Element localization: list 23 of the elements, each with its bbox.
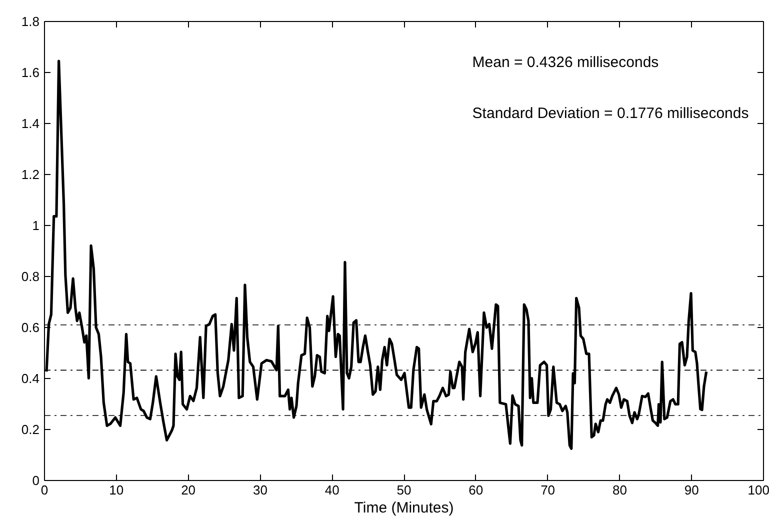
x-tick-label: 90: [684, 482, 699, 498]
annotation: Mean = 0.4326 milliseconds: [472, 54, 659, 71]
y-tick-label: 1.8: [21, 14, 40, 29]
y-tick-label: 0.8: [21, 269, 40, 284]
x-tick-label: 50: [396, 482, 412, 498]
x-tick-label: 100: [748, 482, 769, 498]
x-tick-label: 20: [181, 482, 196, 498]
y-tick-label: 0.4: [21, 371, 40, 386]
y-tick-label: 0: [32, 473, 40, 488]
x-tick-label: 80: [612, 482, 627, 498]
x-axis-title: Time (Minutes): [354, 500, 454, 516]
y-tick-label: 1: [32, 218, 40, 233]
x-tick-label: 40: [324, 482, 340, 498]
y-tick-label: 1.2: [21, 167, 40, 182]
x-tick-label: 30: [252, 482, 268, 498]
x-tick-label: 70: [540, 482, 556, 498]
y-tick-label: 1.6: [21, 65, 40, 80]
y-tick-label: 0.2: [21, 422, 40, 437]
y-tick-label: 1.4: [21, 116, 40, 131]
annotation: Standard Deviation = 0.1776 milliseconds: [472, 104, 749, 122]
y-tick-label: 0.6: [21, 320, 40, 335]
x-tick-label: 10: [109, 482, 124, 498]
x-tick-label: 60: [468, 482, 484, 498]
